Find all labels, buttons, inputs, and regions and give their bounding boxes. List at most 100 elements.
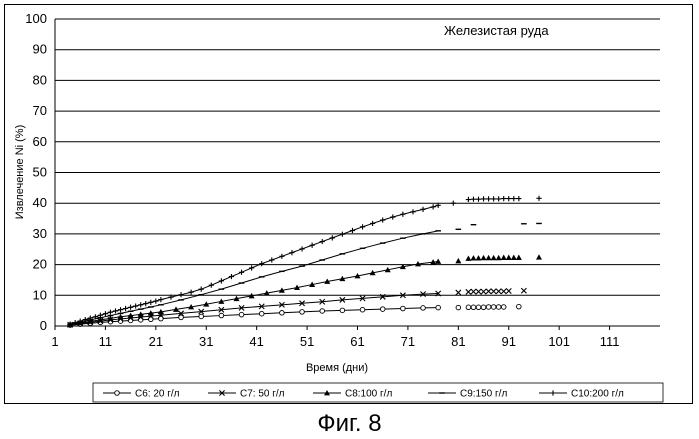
data-point <box>340 232 345 237</box>
x-tick-labels: 1112131415161718191101111 <box>51 334 619 349</box>
data-point <box>506 288 511 293</box>
data-point <box>486 255 492 260</box>
y-axis-label: Извлечение Ni (%) <box>14 125 26 220</box>
y-tick-label: 10 <box>33 287 47 302</box>
data-point <box>380 307 385 312</box>
data-point <box>143 301 148 306</box>
data-point <box>511 196 516 201</box>
x-axis-label: Время (дни) <box>306 362 368 374</box>
data-point <box>506 255 512 260</box>
data-point <box>486 289 491 294</box>
data-point <box>153 299 158 304</box>
data-point <box>516 255 522 260</box>
data-point <box>501 289 506 294</box>
data-point <box>465 255 471 260</box>
y-tick-label: 50 <box>33 165 47 180</box>
data-point <box>239 312 244 317</box>
data-point <box>491 255 497 260</box>
data-point <box>435 259 441 264</box>
legend: C6: 20 г/лC7: 50 г/лC8:100 г/лC9:150 г/л… <box>93 383 663 402</box>
data-point <box>209 283 214 288</box>
y-tick-label: 80 <box>33 72 47 87</box>
data-point <box>133 303 138 308</box>
data-point <box>491 289 496 294</box>
data-point <box>456 305 461 310</box>
data-point <box>421 306 426 311</box>
data-point <box>536 254 542 259</box>
data-point <box>451 201 456 206</box>
data-point <box>486 196 491 201</box>
figure-caption: Фиг. 8 <box>0 410 699 438</box>
series-line <box>70 262 438 325</box>
x-tick-label: 1 <box>51 334 58 349</box>
data-point <box>476 197 481 202</box>
data-point <box>239 270 244 275</box>
data-point <box>199 314 204 319</box>
data-point <box>496 196 501 201</box>
data-point <box>471 289 476 294</box>
data-point <box>536 196 541 201</box>
x-tick-label: 91 <box>502 334 516 349</box>
data-point <box>148 300 153 305</box>
data-point <box>506 196 511 201</box>
data-point <box>431 204 436 209</box>
data-point <box>340 308 345 313</box>
data-point <box>259 311 264 316</box>
data-point <box>219 278 224 283</box>
data-point <box>249 265 254 270</box>
chart-title: Железистая руда <box>444 23 549 38</box>
x-tick-label: 81 <box>451 334 465 349</box>
data-point <box>410 209 415 214</box>
y-tick-label: 30 <box>33 226 47 241</box>
data-point <box>299 246 304 251</box>
data-point <box>466 289 471 294</box>
data-point <box>360 224 365 229</box>
data-point <box>113 308 118 313</box>
data-point <box>466 305 471 310</box>
data-point <box>521 288 526 293</box>
data-point <box>289 250 294 255</box>
data-point <box>401 306 406 311</box>
data-point <box>199 287 204 292</box>
data-point <box>279 254 284 259</box>
data-point <box>380 217 385 222</box>
data-point <box>511 255 517 260</box>
x-tick-label: 111 <box>600 334 620 349</box>
series-9 <box>67 223 541 324</box>
data-point <box>466 197 471 202</box>
data-point <box>138 302 143 307</box>
data-point <box>476 255 482 260</box>
data-point <box>310 243 315 248</box>
data-point <box>219 313 224 318</box>
data-point <box>456 290 461 295</box>
data-point <box>481 255 487 260</box>
data-point <box>481 305 486 310</box>
series-group <box>67 196 542 328</box>
data-point <box>501 255 507 260</box>
data-point <box>496 305 501 310</box>
y-tick-label: 60 <box>33 134 47 149</box>
data-point <box>103 311 108 316</box>
x-tick-label: 21 <box>149 334 163 349</box>
data-point <box>350 228 355 233</box>
data-point <box>370 221 375 226</box>
y-tick-label: 40 <box>33 195 47 210</box>
data-point <box>501 196 506 201</box>
data-point <box>320 309 325 314</box>
data-point <box>280 310 285 315</box>
data-point <box>496 289 501 294</box>
data-point <box>128 305 133 310</box>
line-chart: 0102030405060708090100 11121314151617181… <box>0 0 699 405</box>
data-point <box>496 255 502 260</box>
data-point <box>178 292 183 297</box>
data-point <box>189 290 194 295</box>
x-tick-label: 61 <box>350 334 364 349</box>
data-point <box>436 305 441 310</box>
data-point <box>420 207 425 212</box>
data-point <box>158 297 163 302</box>
y-tick-label: 70 <box>33 103 47 118</box>
data-point <box>269 257 274 262</box>
legend-marker <box>115 391 120 396</box>
data-point <box>517 304 522 309</box>
data-point <box>390 214 395 219</box>
